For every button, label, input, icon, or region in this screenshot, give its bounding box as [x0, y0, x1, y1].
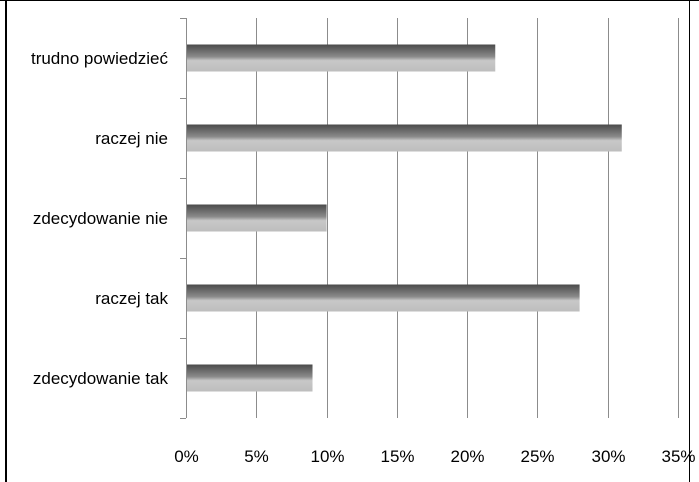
bar	[187, 44, 496, 72]
frame-top-border	[0, 0, 699, 1]
frame-left-border	[5, 0, 7, 482]
y-category-label: zdecydowanie nie	[33, 209, 168, 228]
grid-layer	[256, 18, 679, 418]
x-tick-label: 20%	[450, 447, 484, 466]
x-tick-label: 25%	[520, 447, 554, 466]
bar	[187, 124, 622, 152]
x-tick-label: 15%	[380, 447, 414, 466]
label-layer: 0% 5% 10% 15% 20% 25% 30% 35% zdecydowanie tak ra…	[31, 49, 696, 466]
x-tick-label: 5%	[244, 447, 269, 466]
frame-right-border	[689, 0, 690, 482]
x-tick-label: 35%	[661, 447, 695, 466]
x-tick-label: 30%	[591, 447, 625, 466]
y-category-label: raczej tak	[95, 289, 168, 308]
y-category-label: trudno powiedzieć	[31, 49, 169, 68]
bar-layer	[187, 44, 622, 392]
y-category-label: raczej nie	[95, 129, 168, 148]
x-tick-label: 10%	[310, 447, 344, 466]
bar	[187, 284, 580, 312]
bar	[187, 204, 327, 232]
x-tick-label: 0%	[174, 447, 199, 466]
axis-layer	[180, 18, 187, 419]
y-category-label: zdecydowanie tak	[33, 369, 169, 388]
bar	[187, 364, 313, 392]
